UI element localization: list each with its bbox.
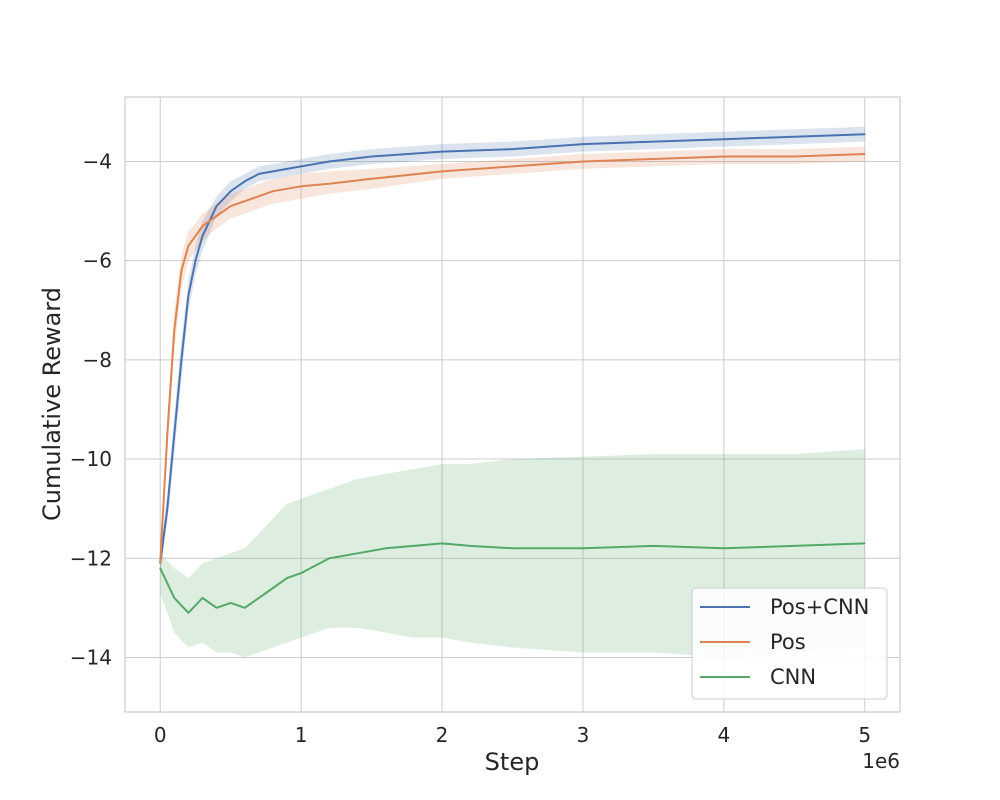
- x-tick-label: 1: [295, 723, 308, 747]
- point-cnn: [356, 552, 359, 555]
- line-pos: [159, 153, 865, 564]
- y-tick-label: −4: [83, 149, 112, 173]
- point-cnn: [793, 545, 796, 547]
- point-cnn: [258, 597, 260, 599]
- point-pos: [863, 153, 866, 155]
- point-pos: [180, 269, 183, 272]
- point-pos: [243, 200, 246, 202]
- point-pos: [652, 158, 655, 160]
- point-cnn: [441, 542, 443, 545]
- band-cnn: [160, 449, 865, 658]
- point-pos: [511, 165, 514, 168]
- point-cnn: [863, 542, 866, 545]
- point-pos-cnn: [173, 433, 176, 436]
- point-pos-cnn: [723, 138, 725, 140]
- point-cnn: [300, 572, 302, 574]
- legend-label: CNN: [770, 665, 816, 689]
- point-cnn: [201, 597, 204, 599]
- point-pos: [793, 155, 796, 158]
- x-tick-label: 3: [577, 723, 590, 747]
- point-pos-cnn: [863, 133, 866, 135]
- x-tick-label: 2: [436, 723, 449, 747]
- point-pos-cnn: [201, 235, 204, 237]
- y-axis-title: Cumulative Reward: [38, 287, 66, 521]
- legend-box: [691, 587, 888, 700]
- point-pos-cnn: [511, 148, 514, 150]
- y-tick-labels: −14 −12 −10 −8 −6 −4: [70, 149, 112, 669]
- point-cnn: [286, 577, 288, 579]
- legend: Pos+CNN Pos CNN: [691, 587, 888, 700]
- x-axis-title: Step: [485, 748, 540, 776]
- point-pos-cnn: [187, 294, 190, 297]
- point-cnn: [511, 547, 514, 550]
- point-pos-cnn: [243, 180, 246, 183]
- point-pos-cnn: [300, 165, 302, 168]
- point-pos-cnn: [582, 143, 584, 145]
- point-pos: [370, 178, 373, 180]
- point-pos-cnn: [441, 150, 443, 153]
- point-pos: [582, 160, 584, 163]
- point-pos: [215, 215, 218, 217]
- point-cnn: [243, 607, 246, 609]
- point-cnn: [413, 545, 415, 547]
- point-pos: [159, 562, 162, 565]
- point-pos-cnn: [194, 259, 197, 262]
- point-pos-cnn: [180, 359, 183, 361]
- point-pos: [300, 185, 302, 188]
- point-cnn: [582, 547, 584, 550]
- x-tick-label: 5: [858, 723, 871, 747]
- x-axis-offset-label: 1e6: [862, 749, 900, 773]
- point-pos: [272, 190, 274, 193]
- point-cnn: [384, 547, 387, 550]
- y-tick-label: −14: [70, 645, 112, 669]
- point-pos: [328, 182, 331, 185]
- legend-label: Pos: [770, 630, 806, 654]
- point-pos-cnn: [166, 507, 169, 510]
- point-pos: [194, 235, 197, 237]
- y-tick-label: −8: [83, 348, 112, 372]
- point-cnn: [215, 607, 218, 609]
- point-pos-cnn: [258, 173, 260, 175]
- point-pos-cnn: [370, 155, 373, 158]
- point-pos: [166, 433, 169, 436]
- point-cnn: [272, 587, 274, 589]
- point-cnn: [723, 547, 725, 550]
- point-cnn: [159, 567, 162, 569]
- series-lines: [159, 133, 866, 614]
- confidence-bands: [160, 126, 865, 658]
- point-pos: [229, 205, 232, 207]
- y-tick-label: −6: [83, 249, 112, 273]
- point-cnn: [469, 545, 472, 547]
- y-tick-label: −12: [70, 546, 112, 570]
- point-pos: [723, 155, 725, 158]
- point-pos: [187, 244, 190, 247]
- legend-label: Pos+CNN: [770, 595, 869, 619]
- point-cnn: [328, 557, 331, 560]
- point-pos-cnn: [652, 140, 655, 143]
- point-pos: [201, 225, 204, 227]
- point-pos: [258, 195, 260, 197]
- point-cnn: [173, 597, 176, 599]
- x-tick-label: 4: [717, 723, 730, 747]
- point-cnn: [652, 545, 655, 547]
- point-pos: [441, 170, 443, 173]
- point-pos-cnn: [272, 170, 274, 173]
- point-cnn: [229, 602, 232, 604]
- line-pos-cnn: [159, 133, 865, 564]
- x-tick-label: 0: [154, 723, 167, 747]
- point-pos-cnn: [328, 160, 331, 163]
- point-pos-cnn: [229, 190, 232, 193]
- y-tick-label: −10: [70, 447, 112, 471]
- point-pos-cnn: [215, 205, 218, 207]
- point-pos: [173, 329, 176, 331]
- point-cnn: [187, 612, 190, 614]
- point-pos-cnn: [793, 135, 796, 138]
- x-tick-labels: 0 1 2 3 4 5: [154, 723, 871, 747]
